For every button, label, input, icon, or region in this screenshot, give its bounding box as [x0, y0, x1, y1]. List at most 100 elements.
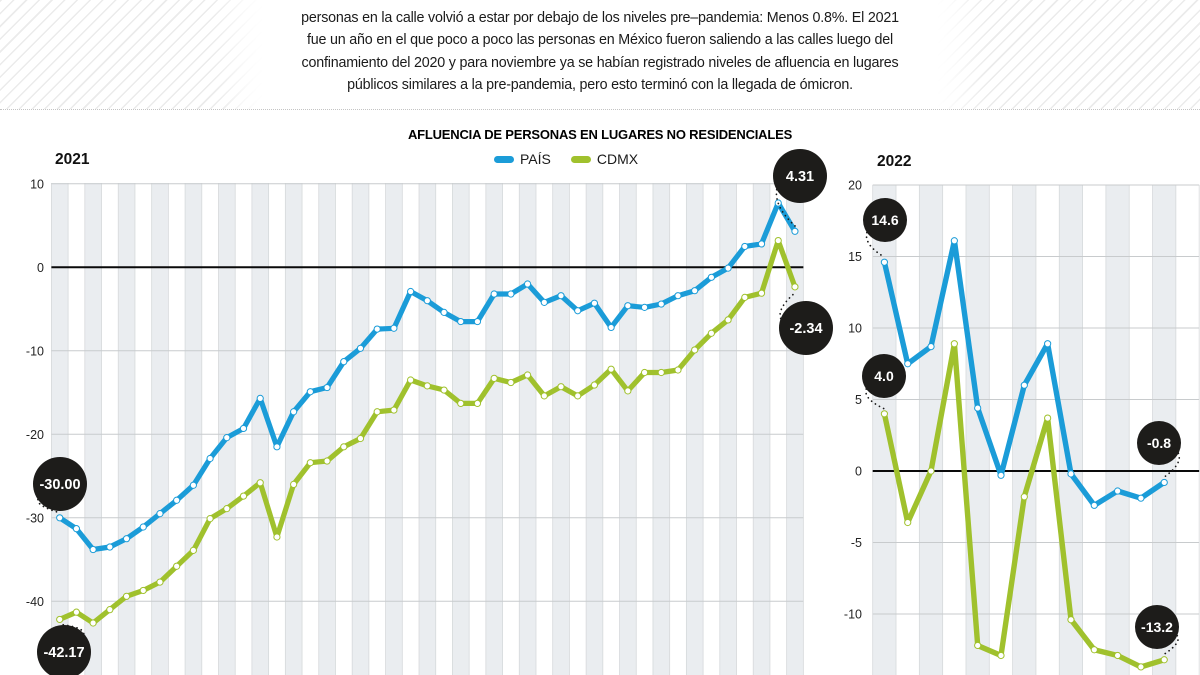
data-point: [757, 240, 766, 248]
y-tick-label: 10: [848, 322, 862, 336]
data-point: [1020, 493, 1028, 501]
annotation-connector: [1162, 634, 1179, 656]
legend-swatch-icon: [494, 155, 514, 163]
plot-band: [352, 183, 369, 675]
plot-band: [1012, 185, 1036, 675]
data-point: [607, 365, 615, 373]
data-point: [674, 292, 682, 300]
data-point: [239, 492, 248, 500]
data-point: [974, 641, 982, 650]
data-point: [390, 324, 398, 332]
data-point: [640, 368, 649, 377]
intro-background: [262, 0, 938, 109]
data-point: [1137, 494, 1145, 502]
data-point: [407, 376, 415, 384]
data-point: [523, 371, 532, 379]
data-point: [56, 514, 64, 522]
data-point: [139, 523, 147, 531]
data-point: [72, 525, 81, 533]
data-point: [624, 387, 632, 395]
plot-band: [719, 183, 737, 675]
legend-item-país: PAÍS: [494, 151, 551, 167]
data-point: [741, 242, 749, 251]
data-point: [950, 237, 958, 245]
annotation-value: -0.8: [1147, 435, 1171, 451]
y-tick-label: 10: [30, 177, 44, 191]
data-point: [904, 360, 912, 368]
annotation-value: -2.34: [789, 321, 822, 337]
data-point: [56, 615, 64, 624]
data-point: [89, 619, 97, 627]
data-point: [423, 382, 431, 390]
data-point: [356, 434, 365, 443]
data-point: [1114, 651, 1122, 660]
data-point: [440, 386, 448, 394]
data-point: [340, 358, 348, 366]
y-tick-label: -20: [26, 428, 44, 442]
annotation-bubble: [862, 354, 906, 398]
intro-line: fue un año en el que poco a poco las per…: [306, 32, 894, 49]
data-point: [590, 381, 599, 389]
data-point: [139, 586, 147, 595]
data-point: [156, 578, 164, 586]
data-point: [1090, 501, 1098, 509]
data-point: [1044, 414, 1052, 422]
data-point: [1090, 646, 1098, 654]
data-point: [122, 592, 131, 600]
annotation-value: -30.00: [39, 477, 80, 493]
annotation-bubble: [1135, 605, 1179, 649]
plot-band: [686, 183, 704, 675]
data-point: [691, 287, 699, 295]
data-point: [1020, 381, 1028, 389]
chart-title: AFLUENCIA DE PERSONAS EN LUGARES NO RESI…: [407, 127, 793, 142]
annotation-bubble: [37, 625, 91, 675]
data-point: [1067, 470, 1075, 478]
annotation-bubble: [863, 198, 907, 242]
chart-2022: 20 15 10 5 0 -5 -10 14.6 4.0 -0.8 -13.2: [844, 179, 1200, 675]
y-tick-label: -40: [26, 595, 44, 609]
year-label-2022: 2022: [877, 153, 912, 170]
data-point: [904, 518, 912, 527]
intro-line: confinamiento del 2020 y para noviembre …: [301, 54, 899, 71]
data-point: [122, 535, 131, 543]
data-point: [473, 399, 482, 408]
data-point: [1137, 663, 1145, 671]
data-point: [206, 454, 214, 463]
annotation-connector: [779, 290, 798, 320]
data-point: [373, 325, 381, 333]
plot-band: [285, 183, 303, 675]
annotation-value: 14.6: [871, 212, 898, 228]
data-point: [691, 346, 699, 354]
data-point: [189, 481, 197, 489]
data-point: [950, 340, 958, 348]
annotation-value: 4.31: [786, 169, 814, 185]
data-point: [657, 368, 665, 377]
data-point: [724, 316, 732, 324]
chart-2021: 10 0 -10 -20 -30 -40 -30.00 -42.17 4.31 -2.34: [26, 149, 833, 675]
y-tick-label: 15: [848, 250, 862, 264]
data-point: [490, 374, 498, 382]
annotation-value: -42.17: [43, 645, 84, 661]
data-point: [741, 293, 749, 301]
data-point: [407, 287, 415, 296]
data-point: [640, 303, 649, 311]
chart-legend: PAÍS CDMX: [494, 151, 638, 167]
data-point: [1160, 656, 1168, 664]
data-point: [1067, 616, 1075, 624]
y-tick-label: 0: [37, 261, 44, 275]
data-point: [256, 394, 264, 402]
data-point: [1160, 478, 1168, 487]
data-point: [574, 392, 582, 400]
data-point: [306, 388, 314, 396]
annotation-bubble: [773, 149, 827, 203]
y-tick-label: 20: [848, 179, 862, 193]
data-point: [390, 406, 398, 414]
data-point: [757, 289, 766, 297]
intro-line: públicos similares a la pre-pandemia, pe…: [347, 77, 853, 94]
legend-swatch-icon: [570, 155, 591, 163]
y-tick-label: -30: [26, 511, 44, 525]
legend-item-cdmx: CDMX: [570, 151, 638, 167]
data-point: [557, 383, 565, 391]
plot-band: [1105, 185, 1130, 675]
plot-band: [753, 183, 770, 675]
